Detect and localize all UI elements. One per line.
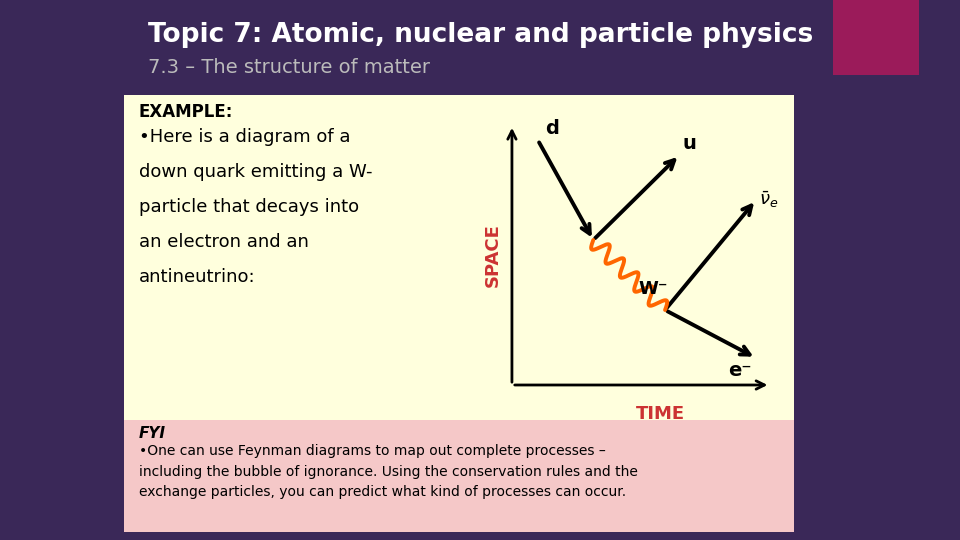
Text: d: d — [545, 119, 560, 138]
Text: down quark emitting a W-: down quark emitting a W- — [139, 163, 372, 181]
Text: FYI: FYI — [139, 426, 166, 441]
Text: EXAMPLE:: EXAMPLE: — [139, 103, 233, 121]
Text: TIME: TIME — [636, 405, 684, 423]
Text: •Here is a diagram of a: •Here is a diagram of a — [139, 128, 350, 146]
Text: antineutrino:: antineutrino: — [139, 268, 255, 286]
Text: 7.3 – The structure of matter: 7.3 – The structure of matter — [148, 58, 430, 77]
Text: an electron and an: an electron and an — [139, 233, 308, 251]
Bar — [125, 420, 794, 532]
Text: $\bar{\nu}_e$: $\bar{\nu}_e$ — [758, 190, 779, 210]
Text: Topic 7: Atomic, nuclear and particle physics: Topic 7: Atomic, nuclear and particle ph… — [148, 22, 813, 48]
Text: •One can use Feynman diagrams to map out complete processes –
including the bubb: •One can use Feynman diagrams to map out… — [139, 444, 637, 499]
Text: e⁻: e⁻ — [728, 361, 751, 380]
Text: u: u — [683, 134, 696, 153]
Text: particle that decays into: particle that decays into — [139, 198, 359, 216]
Bar — [125, 95, 794, 420]
Text: W⁻: W⁻ — [638, 280, 668, 298]
Bar — [832, 0, 919, 75]
Text: SPACE: SPACE — [484, 223, 502, 287]
